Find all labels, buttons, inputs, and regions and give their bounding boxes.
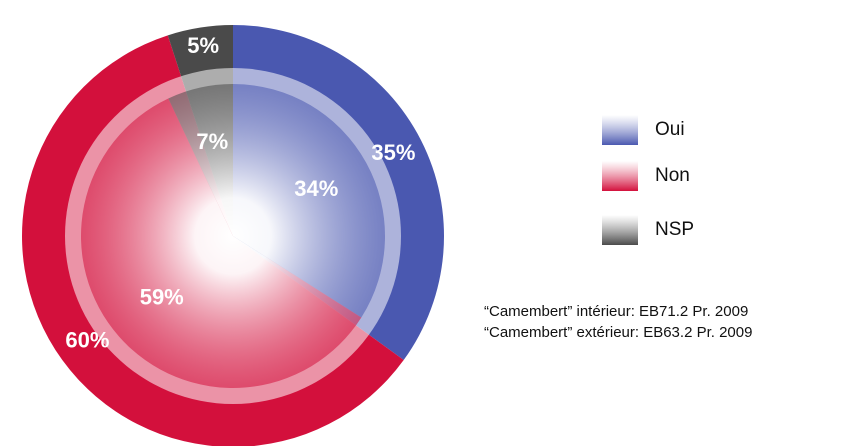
legend-swatch [602,161,638,191]
legend-swatch [602,215,638,245]
inner-slice [168,84,233,236]
data-label: 60% [65,328,109,353]
annotation: “Camembert” extérieur: EB63.2 Pr. 2009 [484,324,752,341]
data-label: 5% [187,33,219,58]
annotation: “Camembert” intérieur: EB71.2 Pr. 2009 [484,303,748,320]
legend-label: Oui [655,119,685,140]
data-label: 7% [196,129,228,154]
data-label: 34% [294,176,338,201]
legend-swatch [602,115,638,145]
inner-slice [233,84,385,318]
inner-slice [80,98,362,389]
data-label: 59% [140,285,184,310]
data-label: 35% [371,140,415,165]
legend-label: NSP [655,219,694,240]
legend-label: Non [655,165,690,186]
